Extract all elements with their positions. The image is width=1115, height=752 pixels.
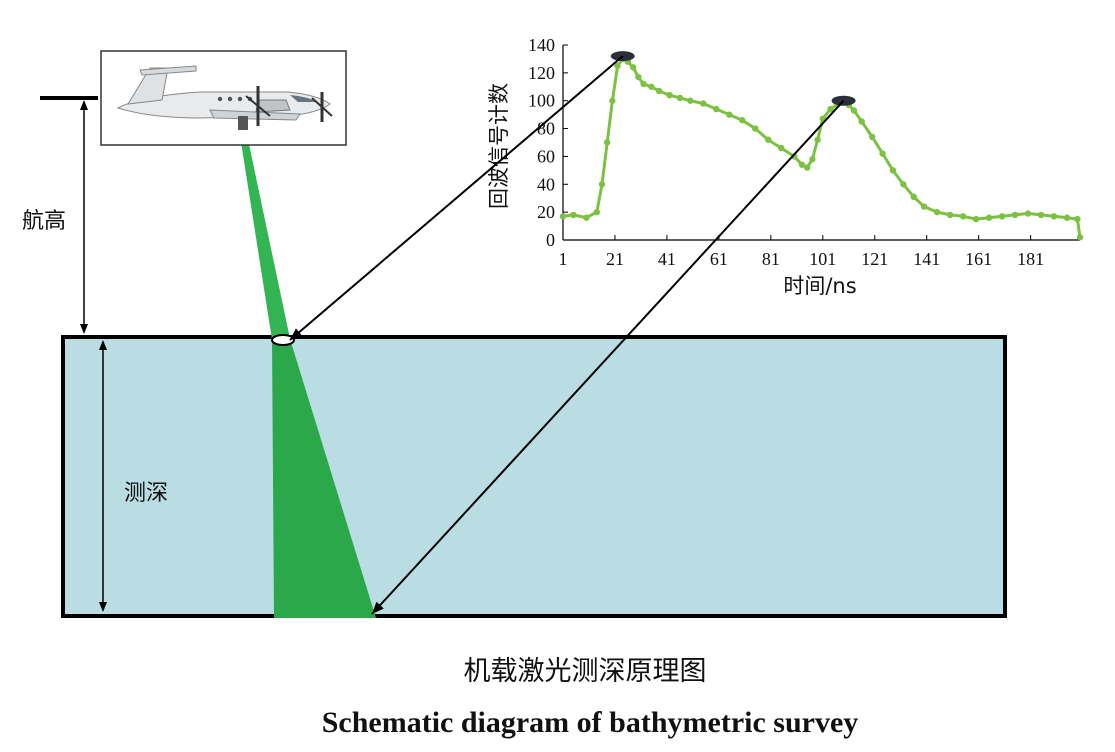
x-tick-label: 81 [762, 249, 780, 269]
waveform-point [814, 136, 821, 143]
waveform-point [603, 139, 611, 146]
altitude-arrow [80, 100, 88, 334]
x-tick-label: 21 [606, 249, 624, 269]
waveform-point [1050, 213, 1058, 220]
echo-connector-line [289, 55, 624, 341]
waveform-point [972, 215, 980, 223]
depth-arrow [99, 340, 107, 612]
waveform-point [609, 97, 616, 104]
x-tick-label: 121 [861, 249, 888, 269]
waveform-point [640, 80, 647, 88]
waveform-point [798, 161, 806, 168]
y-tick-label: 80 [537, 119, 555, 139]
chart-y-ticks: 0 20 40 60 80 100 120 140 [528, 35, 568, 250]
waveform-point [778, 144, 785, 152]
depth-label: 测深 [124, 481, 168, 506]
caption-chinese: 机载激光测深原理图 [464, 656, 707, 687]
waveform-point [648, 83, 655, 90]
x-tick-label: 181 [1017, 249, 1044, 269]
waveform-peaks [610, 51, 856, 106]
waveform-point [739, 117, 746, 124]
echo-connectors [289, 55, 845, 615]
waveform-point [804, 164, 811, 171]
caption-english: Schematic diagram of bathymetric survey [322, 706, 859, 739]
laser-beam-air [240, 135, 290, 339]
surface-footprint [271, 334, 295, 346]
waveform-point [570, 211, 577, 219]
waveform-point [879, 150, 886, 157]
waveform-point [593, 208, 600, 216]
echo-connector-arrowhead [290, 328, 303, 340]
waveform-point [933, 208, 941, 216]
chart-y-label: 回波信号计数 [487, 83, 511, 209]
altitude-label: 航高 [22, 209, 66, 234]
echo-connector-arrowhead [372, 601, 384, 614]
waveform-point [752, 125, 759, 132]
airplane-icon [116, 65, 333, 130]
waveform-point [676, 94, 684, 102]
waveform-point [1024, 210, 1032, 217]
waveform-point [1037, 211, 1045, 219]
waveform-point [850, 107, 858, 114]
y-tick-label: 120 [528, 63, 555, 83]
waveform-point [629, 64, 637, 71]
waveform-point [559, 213, 567, 220]
aircraft-photo [100, 50, 347, 146]
x-tick-label: 41 [658, 249, 676, 269]
waveform-point [809, 156, 816, 163]
waveform-point [827, 105, 834, 113]
waveform-point [985, 214, 993, 221]
x-tick-label: 61 [710, 249, 728, 269]
waveform-point [700, 100, 707, 107]
y-tick-label: 140 [528, 35, 555, 55]
y-tick-label: 40 [537, 174, 555, 194]
waveform-point [666, 91, 673, 99]
waveform-point [583, 214, 590, 221]
waveform-point [614, 62, 621, 70]
x-tick-label: 141 [913, 249, 940, 269]
laser-beam [240, 135, 376, 618]
waveform-point [598, 181, 606, 188]
y-tick-label: 0 [546, 230, 555, 250]
waveform-point [1011, 211, 1019, 219]
chart-x-ticks: 1 21 41 61 81 101 121 141 161 181 [559, 235, 1044, 269]
waveform-point [868, 133, 876, 141]
echo-connector-line [371, 100, 845, 615]
y-tick-label: 60 [537, 146, 555, 166]
waveform-points [559, 55, 1084, 241]
waveform-point [687, 97, 694, 104]
waveform-point [946, 211, 954, 219]
waveform-point [713, 105, 720, 113]
waveform-point [889, 167, 897, 174]
chart-x-label: 时间/ns [783, 274, 856, 298]
waveform-point [920, 203, 928, 210]
waveform-point [726, 111, 733, 118]
waveform-line [562, 57, 1082, 238]
waveform-point [1063, 214, 1071, 221]
waveform-point [858, 118, 865, 125]
waveform-point [998, 213, 1006, 220]
waveform-point [635, 73, 642, 81]
x-tick-label: 101 [809, 249, 836, 269]
waveform-point [1074, 215, 1081, 223]
y-tick-label: 20 [537, 202, 555, 222]
x-tick-label: 1 [559, 249, 568, 269]
waveform-point [959, 213, 967, 220]
x-tick-label: 161 [965, 249, 992, 269]
waveform-point [900, 181, 907, 188]
waveform-point [910, 193, 917, 201]
waveform-point [765, 136, 772, 143]
y-tick-label: 100 [528, 91, 555, 111]
water-body [61, 335, 1007, 618]
waveform-point [655, 87, 663, 95]
waveform-point [1076, 234, 1084, 241]
